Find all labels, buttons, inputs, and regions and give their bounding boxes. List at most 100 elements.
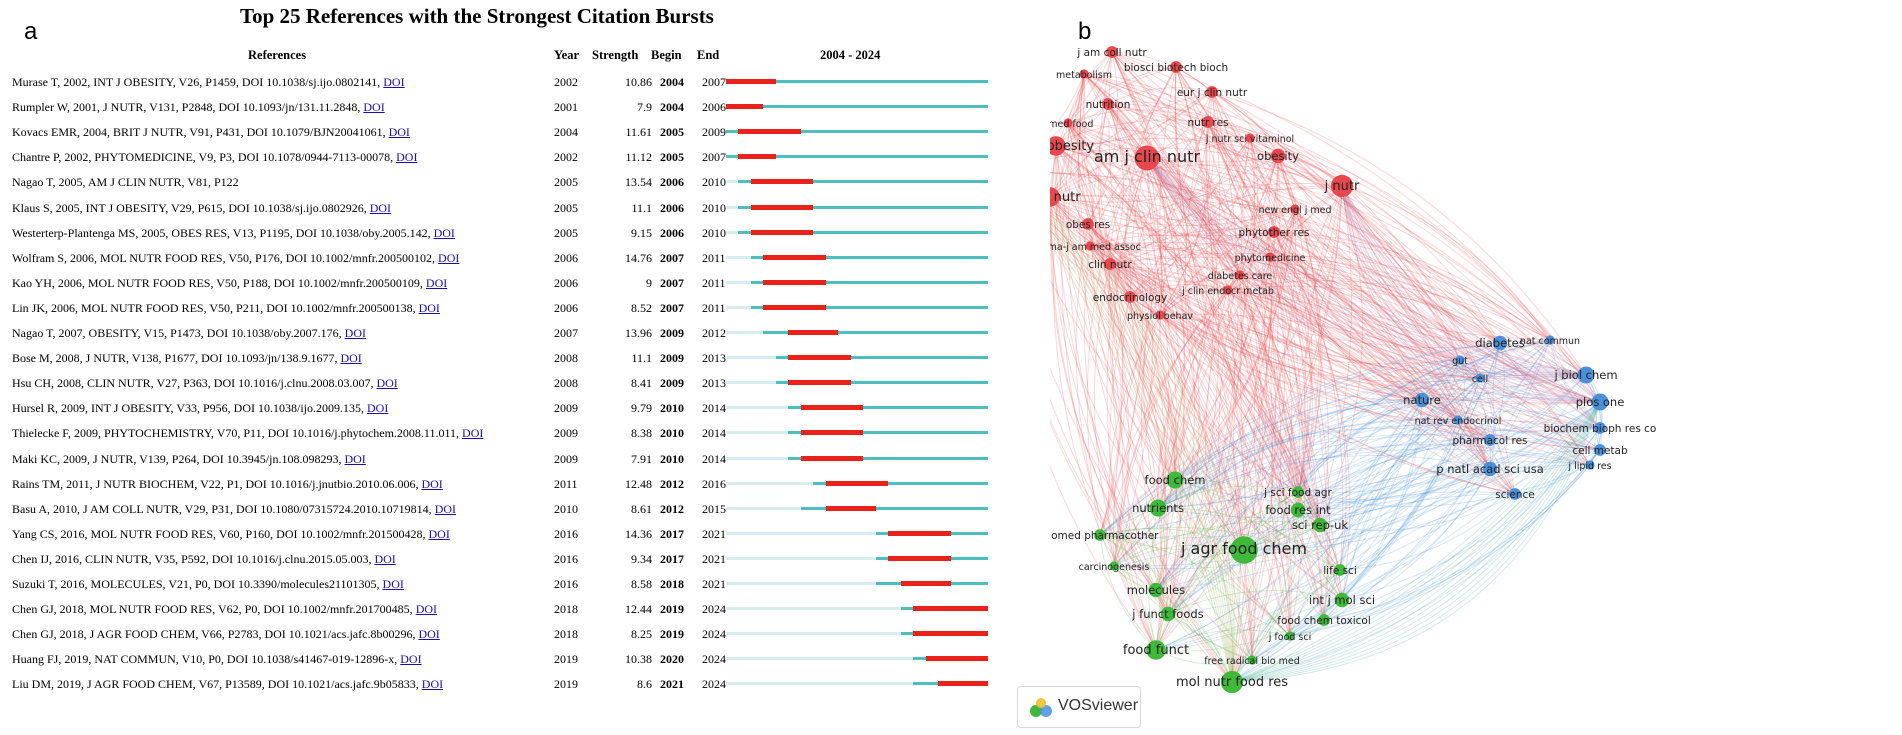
doi-link[interactable]: DOI: [438, 250, 460, 265]
doi-link[interactable]: DOI: [462, 426, 484, 441]
network-node[interactable]: [1220, 670, 1244, 694]
network-link: [1050, 196, 1229, 291]
network-link: [1087, 137, 1251, 225]
network-node[interactable]: [1050, 187, 1060, 207]
doi-link[interactable]: DOI: [418, 627, 440, 642]
network-node[interactable]: [1082, 218, 1094, 230]
doi-link[interactable]: DOI: [383, 75, 405, 89]
network-link: [1107, 103, 1124, 265]
network-node[interactable]: [1577, 366, 1595, 384]
doi-link[interactable]: DOI: [421, 677, 444, 692]
year-cell: 2011: [554, 476, 578, 491]
doi-link[interactable]: DOI: [428, 526, 450, 541]
network-node[interactable]: [1318, 614, 1330, 626]
network-node[interactable]: [1170, 61, 1182, 73]
network-node[interactable]: [1285, 631, 1295, 641]
network-node[interactable]: [1085, 241, 1095, 251]
network-node[interactable]: [1292, 486, 1304, 498]
network-node[interactable]: [1146, 640, 1166, 660]
doi-link[interactable]: DOI: [388, 125, 410, 140]
network-node[interactable]: [1265, 252, 1275, 262]
cocitation-network-panel: b j am coll nutr metabolism biosci biotech…: [1050, 0, 1902, 735]
network-node[interactable]: [1235, 270, 1245, 280]
doi-link[interactable]: DOI: [421, 476, 443, 491]
timeline-before-publication: [726, 180, 739, 184]
network-link: [1055, 145, 1161, 316]
network-node[interactable]: [1149, 499, 1167, 517]
doi-link[interactable]: DOI: [433, 225, 455, 240]
network-node[interactable]: [1245, 133, 1255, 143]
network-node[interactable]: [1094, 529, 1106, 541]
burst-row: Huang FJ, 2019, NAT COMMUN, V10, P0, DOI…: [12, 652, 1012, 676]
doi-link[interactable]: DOI: [415, 602, 438, 617]
network-node[interactable]: [1594, 422, 1606, 434]
network-link: [1099, 419, 1459, 536]
doi-link[interactable]: DOI: [374, 551, 396, 566]
network-node[interactable]: [1334, 564, 1346, 576]
network-link: [1323, 339, 1551, 621]
network-link: [1421, 399, 1491, 441]
network-node[interactable]: [1148, 582, 1164, 598]
network-node[interactable]: [1102, 98, 1114, 110]
doi-link[interactable]: DOI: [344, 326, 366, 340]
network-link: [1243, 439, 1491, 551]
network-node[interactable]: [1492, 335, 1508, 351]
network-node[interactable]: [1230, 536, 1258, 564]
network-node[interactable]: [1109, 561, 1119, 571]
network-link: [1227, 285, 1587, 376]
network-node[interactable]: [1455, 355, 1465, 365]
network-link: [1129, 283, 1229, 298]
doi-link[interactable]: DOI: [363, 100, 385, 115]
network-node[interactable]: [1134, 145, 1160, 171]
network-node[interactable]: [1594, 444, 1606, 456]
doi-link[interactable]: DOI: [425, 275, 448, 290]
network-link: [1109, 263, 1491, 470]
network-node[interactable]: [1166, 471, 1184, 489]
network-node[interactable]: [1270, 148, 1286, 164]
network-node[interactable]: [1106, 46, 1118, 58]
doi-link[interactable]: DOI: [382, 577, 404, 591]
network-node[interactable]: [1206, 86, 1218, 98]
network-node[interactable]: [1290, 502, 1306, 518]
doi-link[interactable]: DOI: [344, 451, 366, 466]
network-link: [1083, 73, 1209, 123]
network-node[interactable]: [1202, 116, 1214, 128]
network-node[interactable]: [1079, 69, 1089, 79]
network-node[interactable]: [1475, 373, 1485, 383]
doi-link[interactable]: DOI: [340, 351, 362, 366]
network-link: [1157, 314, 1177, 509]
network-node[interactable]: [1591, 393, 1609, 411]
network-node[interactable]: [1509, 488, 1521, 500]
network-node[interactable]: [1414, 392, 1430, 408]
network-node[interactable]: [1050, 136, 1066, 156]
doi-link[interactable]: DOI: [376, 376, 398, 391]
network-link: [1055, 145, 1461, 361]
network-node[interactable]: [1545, 335, 1555, 345]
network-node[interactable]: [1334, 592, 1350, 608]
network-node[interactable]: [1247, 655, 1257, 665]
network-link: [1146, 157, 1587, 378]
network-link: [1167, 468, 1491, 615]
network-node[interactable]: [1312, 517, 1328, 533]
network-node[interactable]: [1160, 606, 1176, 622]
network-node[interactable]: [1223, 285, 1233, 295]
doi-link[interactable]: DOI: [396, 150, 418, 165]
network-node[interactable]: [1585, 460, 1595, 470]
network-node[interactable]: [1104, 258, 1116, 270]
network-node[interactable]: [1290, 204, 1300, 214]
network-link: [1479, 377, 1601, 451]
network-node[interactable]: [1063, 118, 1073, 128]
network-node[interactable]: [1330, 174, 1354, 198]
doi-link[interactable]: DOI: [400, 652, 422, 667]
network-node[interactable]: [1482, 461, 1498, 477]
network-node[interactable]: [1155, 310, 1165, 320]
network-node[interactable]: [1484, 434, 1496, 446]
doi-link[interactable]: DOI: [369, 200, 392, 215]
network-node[interactable]: [1453, 415, 1463, 425]
doi-link[interactable]: DOI: [367, 401, 389, 416]
network-link: [1319, 339, 1551, 526]
network-node[interactable]: [1268, 226, 1280, 238]
doi-link[interactable]: DOI: [434, 501, 457, 516]
doi-link[interactable]: DOI: [418, 300, 440, 315]
network-node[interactable]: [1124, 291, 1136, 303]
